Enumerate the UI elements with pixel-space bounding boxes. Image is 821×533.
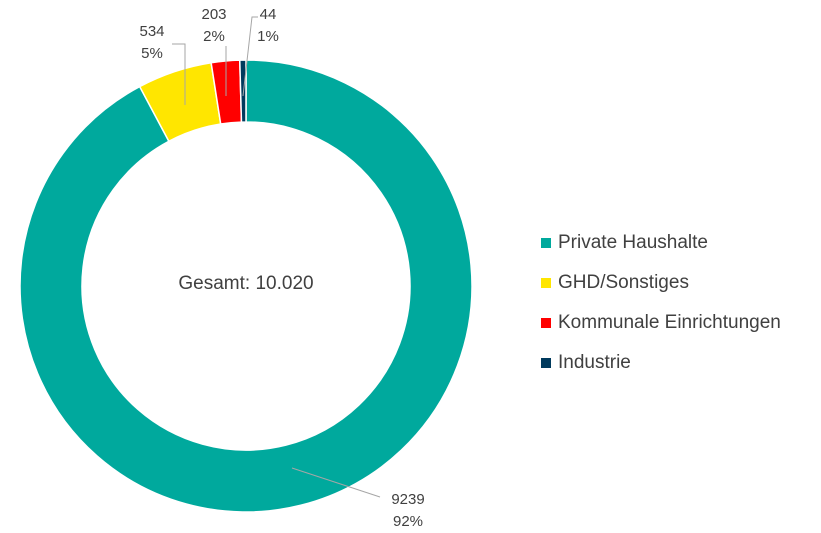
leader-line — [242, 16, 258, 97]
percent-label: 1% — [257, 28, 279, 45]
legend-swatch — [541, 358, 551, 368]
percent-label: 5% — [141, 45, 163, 62]
center-label: Gesamt: 10.020 — [178, 273, 313, 294]
donut-segment — [19, 59, 473, 513]
percent-label: 2% — [203, 28, 225, 45]
legend-label: GHD/Sonstiges — [558, 272, 689, 293]
data-label: 44 — [260, 6, 277, 23]
data-label: 9239 — [391, 491, 424, 508]
legend-label: Kommunale Einrichtungen — [558, 312, 781, 333]
data-label: 534 — [139, 23, 164, 40]
leader-line — [291, 467, 381, 498]
data-label: 203 — [201, 6, 226, 23]
legend-swatch — [541, 278, 551, 288]
legend-label: Private Haushalte — [558, 232, 708, 253]
legend-swatch — [541, 318, 551, 328]
legend-swatch — [541, 238, 551, 248]
donut-segment — [238, 59, 247, 123]
legend-label: Industrie — [558, 352, 631, 373]
percent-label: 92% — [393, 513, 423, 530]
leader-line — [172, 43, 186, 105]
